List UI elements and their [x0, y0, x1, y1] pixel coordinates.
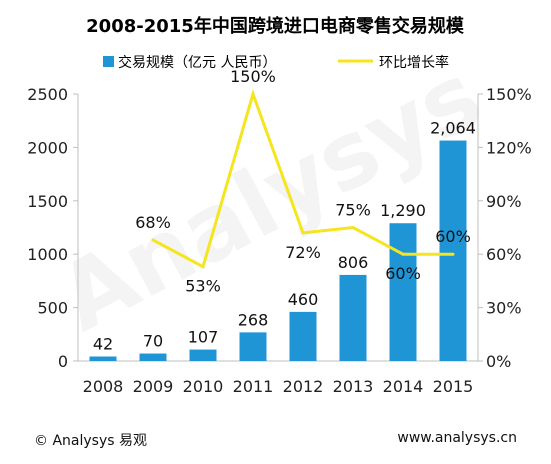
left-tick-label: 2000 [27, 138, 68, 157]
line-point [151, 238, 155, 242]
bar-value-label: 1,290 [380, 201, 426, 220]
bar [89, 356, 117, 361]
x-tick-label: 2011 [233, 377, 274, 396]
bar-value-label: 42 [93, 335, 113, 354]
watermark-text: Analysys [42, 42, 498, 352]
x-tick-label: 2009 [133, 377, 174, 396]
line-value-label: 53% [185, 277, 221, 296]
line-point [351, 226, 355, 229]
bar [189, 349, 217, 361]
data-labels: 42 70 107 268 460 806 1,290 2,064 68% 53% 150% 72% 7… [93, 67, 476, 354]
bar [339, 274, 367, 361]
bar-series [89, 140, 467, 361]
x-tick-label: 2012 [283, 377, 324, 396]
bar [439, 140, 467, 361]
bar-value-label: 70 [143, 332, 163, 351]
right-tick-label: 60% [486, 245, 522, 264]
legend-label-bars: 交易规模（亿元 人民币） [118, 54, 276, 71]
legend: 交易规模（亿元 人民币） 环比增长率 [103, 54, 449, 71]
copyright-symbol: © [34, 433, 48, 449]
line-point [251, 92, 255, 96]
line-value-label: 68% [135, 213, 171, 232]
x-tick-label: 2015 [433, 377, 474, 396]
line-point [201, 265, 205, 269]
x-tick-label: 2013 [333, 377, 374, 396]
line-value-label: 72% [285, 243, 321, 262]
line-value-label: 60% [385, 264, 421, 283]
line-point [451, 252, 455, 256]
bar [289, 311, 317, 361]
left-tick-label: 1000 [27, 245, 68, 264]
bar [389, 223, 417, 361]
bar-value-label: 460 [288, 290, 319, 309]
x-tick-label: 2014 [383, 377, 424, 396]
chart-title: 2008-2015年中国跨境进口电商零售交易规模 [86, 15, 465, 37]
line-point [401, 252, 405, 256]
analysys-watermark-logo: Analysys [42, 42, 498, 352]
right-tick-label: 150% [486, 85, 532, 104]
bar-value-label: 268 [238, 310, 269, 329]
x-tick-label: 2010 [183, 377, 224, 396]
right-tick-label: 90% [486, 192, 522, 211]
x-tick-label: 2008 [83, 377, 124, 396]
footer-brand: Analysys 易观 [52, 433, 147, 449]
bar [239, 332, 267, 361]
line-series [151, 89, 455, 269]
legend-swatch-bars [103, 56, 114, 67]
bar-value-label: 806 [338, 253, 369, 272]
left-tick-label: 0 [58, 352, 68, 371]
line-value-label: 150% [230, 67, 276, 86]
line-value-label: 60% [435, 227, 471, 246]
axes: 0 500 1000 1500 2000 2500 0% 30% 60% 90% 120% 150% 2… [27, 85, 531, 396]
line-value-label: 75% [335, 201, 371, 220]
legend-label-line: 环比增长率 [379, 54, 449, 71]
right-tick-label: 30% [486, 299, 522, 318]
footer-website: www.analysys.cn [397, 430, 517, 446]
line-point [301, 231, 305, 235]
left-tick-label: 500 [37, 299, 68, 318]
left-tick-label: 1500 [27, 192, 68, 211]
right-tick-label: 120% [486, 138, 532, 157]
left-tick-label: 2500 [27, 85, 68, 104]
right-tick-label: 0% [486, 352, 511, 371]
bar [139, 353, 167, 361]
footer-copyright: © Analysys 易观 [34, 430, 147, 450]
bar-value-label: 2,064 [430, 119, 476, 138]
bar-value-label: 107 [188, 328, 219, 347]
